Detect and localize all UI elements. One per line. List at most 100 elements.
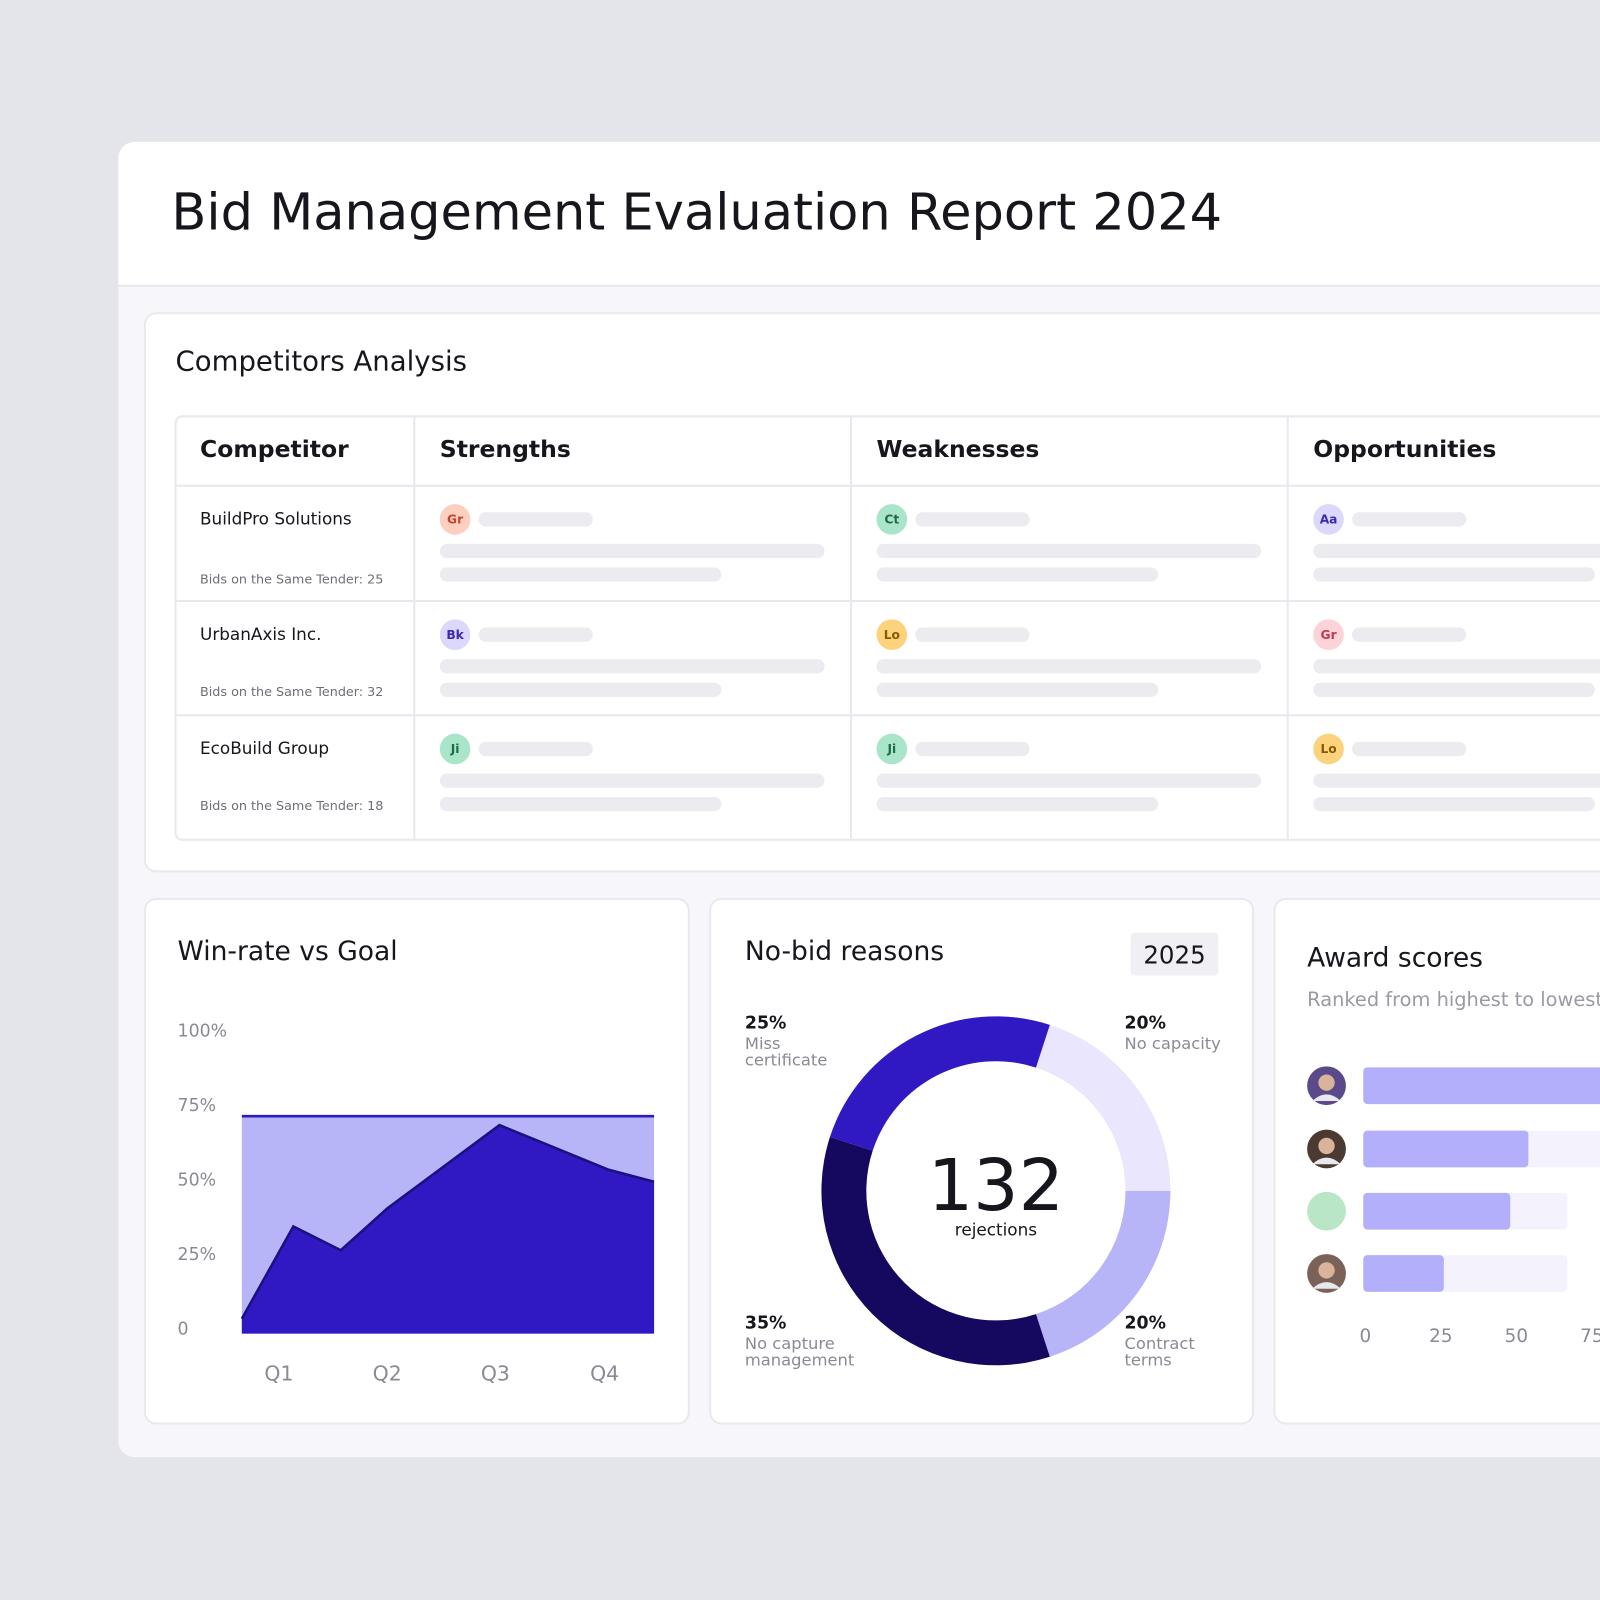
avatar-face	[1318, 1137, 1335, 1155]
skeleton-line	[1352, 512, 1467, 527]
competitor-name: EcoBuild Group	[199, 738, 330, 759]
report-title: Bid Management Evaluation Report 2024	[171, 182, 1223, 242]
skeleton-line	[1352, 627, 1467, 642]
skeleton-line	[478, 741, 593, 757]
skeleton-line	[876, 543, 1262, 559]
avatar-badge: Lo	[876, 619, 908, 650]
x-tick-label: 25	[1429, 1325, 1453, 1348]
donut-slice	[1035, 1190, 1171, 1357]
donut-slice	[829, 1016, 1050, 1151]
slice-label: No capacity	[1124, 1033, 1221, 1054]
avatar-badge: Ji	[439, 733, 471, 765]
column-header: Opportunities	[1313, 436, 1497, 464]
avatar-face	[1318, 1262, 1335, 1279]
area-fill	[241, 1125, 655, 1334]
column-header: Competitor	[199, 436, 349, 464]
x-tick-label: 50	[1504, 1325, 1529, 1348]
skeleton-line	[876, 659, 1262, 674]
y-tick-label: 100%	[177, 1021, 228, 1042]
center-value: 132	[927, 1143, 1065, 1228]
y-tick-label: 75%	[177, 1095, 217, 1117]
bids-count: Bids on the Same Tender: 25	[199, 570, 384, 587]
column-divider	[1286, 416, 1289, 840]
avatar-badge: Aa	[1313, 504, 1344, 535]
y-tick-label: 25%	[177, 1244, 217, 1266]
skeleton-line	[1313, 682, 1595, 697]
skeleton-line	[439, 773, 825, 788]
skeleton-line	[439, 659, 825, 674]
year-badge: 2025	[1143, 940, 1206, 969]
x-tick-label: Q3	[480, 1361, 510, 1386]
bar	[1363, 1067, 1600, 1105]
competitor-name: BuildPro Solutions	[199, 509, 352, 529]
chart-title: Award scores	[1307, 943, 1484, 974]
skeleton-line	[439, 682, 722, 697]
skeleton-line	[876, 567, 1159, 582]
y-tick-label: 0	[177, 1319, 189, 1340]
avatar-badge: Ji	[876, 733, 908, 765]
avatar-badge: Bk	[439, 619, 471, 650]
x-tick-label: Q2	[372, 1361, 402, 1386]
skeleton-line	[1313, 796, 1595, 812]
row-divider	[175, 599, 1600, 603]
slice-label: No capture management	[744, 1333, 855, 1370]
avatar	[1307, 1191, 1346, 1231]
donut-slice	[821, 1136, 1050, 1366]
donut-slice	[1035, 1024, 1171, 1191]
column-divider	[849, 416, 853, 840]
competitors-table	[174, 415, 1600, 841]
center-label: rejections	[954, 1220, 1038, 1240]
bids-count: Bids on the Same Tender: 32	[199, 683, 384, 699]
slice-value-label: 25%	[744, 1013, 787, 1034]
avatar-body	[1312, 1282, 1341, 1289]
area-line	[240, 1123, 655, 1320]
skeleton-line	[1313, 659, 1600, 674]
x-tick-label: 0	[1359, 1325, 1372, 1348]
skeleton-line	[876, 773, 1262, 788]
avatar-face	[1318, 1074, 1335, 1091]
avatar-badge: Gr	[439, 504, 471, 535]
x-tick-label: 75	[1580, 1325, 1600, 1348]
slice-value-label: 20%	[1124, 1013, 1167, 1034]
bar	[1363, 1255, 1444, 1292]
skeleton-line	[1352, 741, 1467, 757]
chart-title: No-bid reasons	[744, 937, 945, 968]
row-divider	[175, 714, 1600, 717]
skeleton-line	[915, 627, 1030, 642]
avatar-body	[1312, 1094, 1341, 1102]
skeleton-line	[1313, 567, 1595, 582]
skeleton-line	[1313, 543, 1600, 559]
slice-value-label: 20%	[1124, 1313, 1167, 1334]
competitor-name: UrbanAxis Inc.	[199, 624, 322, 644]
row-divider	[175, 484, 1600, 487]
chart-title: Win-rate vs Goal	[177, 937, 398, 968]
section-title: Competitors Analysis	[175, 345, 467, 378]
avatar-body	[1312, 1157, 1341, 1165]
avatar-badge: Ct	[876, 504, 908, 535]
column-header: Strengths	[439, 436, 571, 464]
column-divider	[413, 416, 416, 840]
chart-subtitle: Ranked from highest to lowest	[1307, 988, 1600, 1011]
avatar-badge: Gr	[1313, 619, 1344, 650]
skeleton-line	[478, 512, 593, 527]
skeleton-line	[439, 567, 722, 582]
slice-value-label: 35%	[744, 1313, 787, 1334]
skeleton-line	[915, 741, 1030, 757]
column-header: Weaknesses	[876, 436, 1040, 464]
x-tick-label: Q1	[264, 1361, 294, 1386]
report-header	[118, 141, 1600, 287]
bar	[1363, 1192, 1511, 1230]
year-badge-bg	[1130, 932, 1219, 976]
avatar-badge: Lo	[1313, 733, 1344, 765]
y-tick-label: 50%	[177, 1170, 217, 1191]
skeleton-line	[876, 796, 1159, 812]
skeleton-line	[1313, 773, 1600, 788]
slice-label: Contract terms	[1124, 1333, 1195, 1370]
slice-label: Miss certificate	[744, 1033, 828, 1070]
skeleton-line	[439, 543, 825, 559]
x-tick-label: Q4	[590, 1361, 620, 1386]
bar	[1363, 1130, 1529, 1168]
skeleton-line	[478, 627, 593, 642]
